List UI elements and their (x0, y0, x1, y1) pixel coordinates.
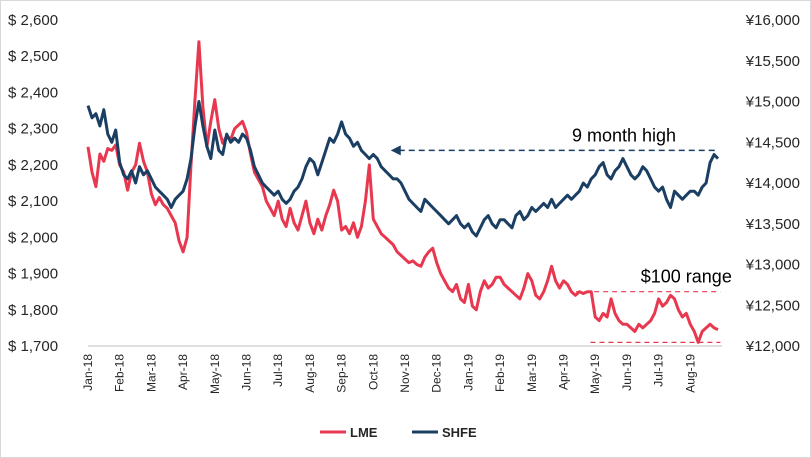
left-axis-tick-label: $ 2,100 (8, 193, 58, 210)
x-axis-tick-label: Mar-19 (525, 354, 539, 392)
left-axis-tick-label: $ 2,000 (8, 229, 58, 246)
left-axis-tick-label: $ 1,700 (8, 338, 58, 355)
x-axis-tick-label: Dec-18 (430, 354, 444, 393)
left-axis-tick-label: $ 2,500 (8, 48, 58, 65)
legend: LME SHFE (320, 425, 477, 440)
x-axis-tick-label: Jan-19 (461, 354, 475, 391)
legend-label-shfe: SHFE (442, 425, 477, 440)
left-axis-tick-label: $ 1,800 (8, 302, 58, 319)
left-axis-tick-label: $ 1,900 (8, 266, 58, 283)
x-axis-tick-label: Mar-18 (144, 354, 158, 392)
x-axis-tick-label: Feb-18 (113, 354, 127, 392)
right-axis-tick-label: ¥13,500 (745, 216, 800, 233)
right-axis-tick-label: ¥14,000 (745, 175, 800, 192)
x-axis-tick-label: Jul-19 (652, 354, 666, 387)
right-axis-tick-label: ¥12,500 (745, 297, 800, 314)
x-axis-tick-label: Apr-18 (176, 354, 190, 390)
series-line-shfe (86, 100, 720, 238)
right-axis-tick-label: ¥14,500 (745, 134, 800, 151)
left-axis-tick-label: $ 2,300 (8, 121, 58, 138)
x-axis-tick-label: Aug-18 (303, 354, 317, 393)
left-axis-tick-label: $ 2,600 (8, 12, 58, 29)
x-axis-tick-label: Jul-18 (271, 354, 285, 387)
legend-label-lme: LME (350, 425, 378, 440)
x-axis-tick-label: Feb-19 (493, 354, 507, 392)
x-axis-tick-label: Aug-19 (683, 354, 697, 393)
range-label: $100 range (641, 267, 732, 287)
left-axis-tick-label: $ 2,400 (8, 84, 58, 101)
annotations: 9 month high $100 range (390, 125, 732, 343)
left-axis-ticks: $ 1,700 $ 1,800 $ 1,900 $ 2,000 $ 2,100 $ 2,2… (8, 12, 58, 355)
x-axis-tick-label: May-19 (588, 354, 602, 394)
nine-month-high-label: 9 month high (572, 125, 676, 145)
x-axis-tick-label: Jun-18 (240, 354, 254, 391)
x-axis-tick-label: Oct-18 (366, 354, 380, 390)
right-axis-tick-label: ¥13,000 (745, 257, 800, 274)
right-axis-tick-label: ¥12,000 (745, 338, 800, 355)
x-axis-tick-label: Jun-19 (620, 354, 634, 391)
nine-month-high-arrow (390, 145, 401, 156)
right-axis-ticks: ¥12,000 ¥12,500 ¥13,000 ¥13,500 ¥14,000 ¥14,5… (745, 12, 800, 355)
x-axis-tick-label: Apr-19 (557, 354, 571, 390)
right-axis-tick-label: ¥15,500 (745, 53, 800, 70)
x-axis-ticks: Jan-18 Feb-18 Mar-18 Apr-18 May-18 Jun-18 Jul-… (81, 354, 697, 394)
right-axis-tick-label: ¥15,000 (745, 94, 800, 111)
x-axis-tick-label: Nov-18 (398, 354, 412, 393)
x-axis-tick-label: May-18 (208, 354, 222, 394)
x-axis-tick-label: Jan-18 (81, 354, 95, 391)
x-axis-tick-label: Sep-18 (335, 354, 349, 393)
left-axis-tick-label: $ 2,200 (8, 157, 58, 174)
right-axis-tick-label: ¥16,000 (745, 12, 800, 29)
